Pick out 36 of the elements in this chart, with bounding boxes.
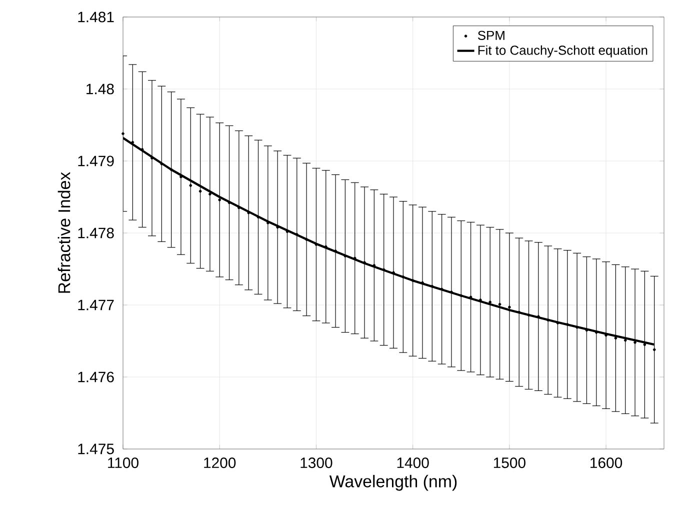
point	[614, 336, 618, 340]
y-tick-label: 1.478	[78, 228, 114, 238]
point	[198, 190, 202, 193]
x-tick-label: 1200	[204, 458, 236, 468]
x-tick-label: 1100	[108, 458, 138, 468]
point	[488, 300, 492, 304]
point	[624, 338, 627, 342]
y-tick-label: 1.477	[78, 300, 114, 310]
y-tick-label: 1.481	[78, 12, 114, 22]
point	[643, 343, 646, 346]
point	[576, 326, 578, 329]
point	[652, 348, 656, 352]
legend-label: Fit to Cauchy-Schott equation	[478, 45, 648, 58]
y-axis-title: Refractive Index	[58, 172, 70, 293]
point	[634, 341, 636, 344]
x-axis-title: Wavelength (nm)	[329, 474, 457, 491]
point	[170, 168, 173, 172]
point	[122, 132, 124, 136]
point	[469, 296, 472, 298]
x-tick-label: 1400	[397, 458, 429, 468]
point	[508, 306, 511, 309]
x-tick-label: 1600	[590, 458, 622, 468]
y-tick-label: 1.48	[86, 84, 114, 94]
point	[218, 198, 221, 202]
y-tick-label: 1.476	[78, 372, 114, 382]
point	[518, 310, 520, 314]
point	[189, 184, 192, 187]
x-tick-label: 1300	[300, 458, 332, 468]
x-tick-label: 1500	[494, 458, 526, 468]
y-tick-label: 1.475	[78, 444, 114, 454]
point	[131, 140, 134, 144]
point	[208, 192, 212, 196]
point	[430, 284, 434, 288]
y-tick-label: 1.479	[78, 156, 114, 166]
legend-label: SPM	[478, 30, 504, 40]
point	[498, 302, 502, 306]
